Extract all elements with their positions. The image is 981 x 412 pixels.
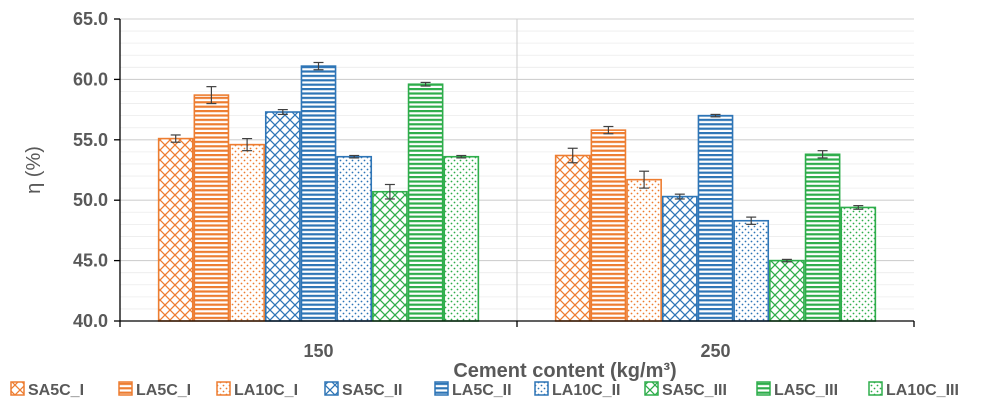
y-tick-label: 65.0 bbox=[73, 9, 108, 29]
bar-LA10C_III-150 bbox=[443, 155, 480, 322]
legend-item-LA10C_III: LA10C_III bbox=[868, 381, 959, 399]
bar-SA5C_II-150 bbox=[264, 111, 301, 322]
legend-label: LA10C_III bbox=[886, 382, 959, 399]
bar-LA10C_I-150 bbox=[229, 143, 265, 322]
y-tick-label: 45.0 bbox=[73, 251, 108, 271]
x-tick-label: 250 bbox=[700, 341, 730, 361]
error-bar-LA5C_III-250 bbox=[817, 150, 828, 159]
legend-item-SA5C_II: SA5C_II bbox=[324, 381, 402, 399]
bar-LA5C_III-250 bbox=[804, 153, 841, 322]
bar-LA5C_I-250 bbox=[590, 129, 627, 322]
legend: SA5C_I LA5C_I LA10C_I SA5C_II LA5C_II LA10C_I… bbox=[10, 381, 959, 399]
error-bar-LA10C_I-150 bbox=[242, 137, 253, 152]
error-bar-SA5C_I-250 bbox=[567, 147, 578, 164]
error-bar-LA5C_II-150 bbox=[313, 61, 324, 71]
error-bar-LA5C_III-150 bbox=[420, 81, 431, 87]
legend-swatch bbox=[216, 381, 231, 396]
error-bar-LA10C_III-150 bbox=[456, 154, 467, 159]
error-bar-LA5C_II-250 bbox=[710, 113, 721, 118]
error-bar-SA5C_III-250 bbox=[781, 258, 792, 263]
error-bar-LA10C_II-250 bbox=[746, 216, 757, 225]
bar-LA10C_III-250 bbox=[840, 206, 877, 322]
legend-item-SA5C_I: SA5C_I bbox=[10, 381, 84, 399]
legend-swatch bbox=[118, 381, 133, 396]
error-bar-LA5C_I-150 bbox=[206, 86, 217, 105]
bar-LA5C_II-150 bbox=[300, 65, 337, 322]
bar-LA5C_III-150 bbox=[407, 83, 444, 322]
legend-swatch bbox=[10, 381, 25, 396]
error-bar-SA5C_II-250 bbox=[674, 193, 685, 200]
legend-label: SA5C_II bbox=[342, 382, 402, 399]
axes bbox=[114, 18, 915, 327]
legend-label: SA5C_III bbox=[662, 382, 727, 399]
bar-LA10C_II-150 bbox=[336, 155, 373, 322]
y-tick-label: 55.0 bbox=[73, 130, 108, 150]
legend-label: SA5C_I bbox=[28, 382, 84, 399]
y-tick-label: 50.0 bbox=[73, 190, 108, 210]
error-bar-SA5C_III-150 bbox=[384, 183, 395, 200]
y-tick-label: 60.0 bbox=[73, 69, 108, 89]
legend-swatch bbox=[534, 381, 549, 396]
bar-SA5C_II-250 bbox=[661, 195, 698, 322]
bar-SA5C_I-250 bbox=[554, 154, 591, 322]
legend-item-LA5C_III: LA5C_III bbox=[756, 381, 838, 399]
y-axis-title: η (%) bbox=[23, 146, 45, 194]
error-bar-LA10C_I-250 bbox=[639, 170, 650, 189]
legend-label: LA5C_II bbox=[452, 382, 512, 399]
x-tick-label: 150 bbox=[303, 341, 333, 361]
error-bar-LA10C_II-150 bbox=[349, 154, 360, 159]
legend-label: LA10C_I bbox=[234, 382, 298, 399]
bar-LA5C_II-250 bbox=[697, 114, 734, 322]
legend-swatch bbox=[868, 381, 883, 396]
bar-LA5C_I-150 bbox=[193, 94, 230, 322]
legend-item-LA10C_II: LA10C_II bbox=[534, 381, 620, 399]
error-bar-LA5C_I-250 bbox=[603, 125, 614, 135]
legend-swatch bbox=[324, 381, 339, 396]
bar-SA5C_I-150 bbox=[157, 137, 194, 322]
y-tick-label: 40.0 bbox=[73, 311, 108, 331]
legend-item-LA10C_I: LA10C_I bbox=[216, 381, 298, 399]
legend-item-LA5C_II: LA5C_II bbox=[434, 381, 512, 399]
labels: η (%) Cement content (kg/m³) 150 250 40.0 4… bbox=[23, 9, 731, 382]
legend-label: LA5C_I bbox=[136, 382, 191, 399]
bar-LA10C_II-250 bbox=[733, 219, 770, 322]
x-axis-title: Cement content (kg/m³) bbox=[453, 360, 676, 382]
error-bar-LA10C_III-250 bbox=[853, 205, 864, 210]
error-bar-SA5C_I-150 bbox=[170, 134, 181, 143]
bar-SA5C_III-250 bbox=[769, 259, 805, 322]
bar-LA10C_I-250 bbox=[626, 178, 662, 322]
legend-swatch bbox=[756, 381, 771, 396]
legend-swatch bbox=[434, 381, 449, 396]
legend-item-SA5C_III: SA5C_III bbox=[644, 381, 727, 399]
bar-SA5C_III-150 bbox=[372, 190, 408, 322]
legend-item-LA5C_I: LA5C_I bbox=[118, 381, 191, 399]
legend-label: LA10C_II bbox=[552, 382, 620, 399]
error-bar-SA5C_II-150 bbox=[277, 108, 288, 116]
legend-label: LA5C_III bbox=[774, 382, 838, 399]
legend-swatch bbox=[644, 381, 659, 396]
